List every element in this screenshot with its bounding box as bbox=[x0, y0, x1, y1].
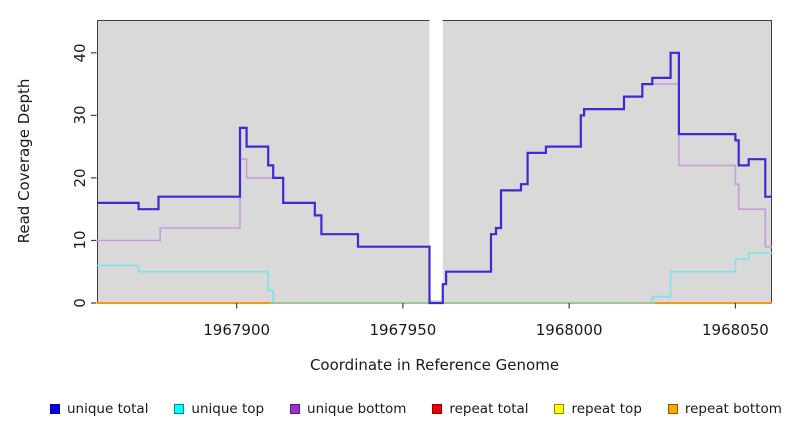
legend-label: repeat top bbox=[571, 401, 642, 417]
legend-label: unique top bbox=[191, 401, 265, 417]
series-unique-total bbox=[97, 51, 772, 305]
x-tick-label: 1967950 bbox=[369, 321, 437, 339]
y-axis-title: Read Coverage Depth bbox=[15, 78, 33, 244]
legend: unique total unique top unique bottom repea… bbox=[50, 398, 782, 420]
x-axis-title: Coordinate in Reference Genome bbox=[309, 356, 560, 374]
x-tick-label: 1968000 bbox=[535, 321, 603, 339]
x-tick-label: 1968050 bbox=[702, 321, 769, 339]
y-tick-label: 0 bbox=[71, 298, 89, 308]
legend-label: repeat bottom bbox=[684, 401, 782, 417]
legend-label: unique total bbox=[67, 401, 149, 417]
legend-swatch-icon bbox=[432, 404, 443, 414]
legend-swatch-icon bbox=[667, 404, 678, 414]
y-tick-label: 40 bbox=[71, 43, 89, 63]
legend-swatch-icon bbox=[290, 404, 301, 414]
legend-swatch-icon bbox=[50, 404, 60, 414]
legend-swatch-icon bbox=[554, 404, 565, 414]
legend-item-unique-total: unique total bbox=[50, 401, 148, 417]
y-tick-label: 10 bbox=[71, 230, 89, 250]
legend-item-repeat-total: repeat total bbox=[432, 401, 529, 417]
legend-item-repeat-top: repeat top bbox=[554, 401, 642, 417]
y-tick-label: 20 bbox=[71, 168, 89, 188]
legend-label: repeat total bbox=[449, 401, 529, 417]
legend-swatch-icon bbox=[174, 404, 185, 414]
legend-item-repeat-bottom: repeat bottom bbox=[667, 401, 782, 417]
legend-item-unique-bottom: unique bottom bbox=[290, 401, 406, 417]
y-tick-label: 30 bbox=[71, 105, 89, 125]
missing-data-gap bbox=[429, 17, 443, 300]
plot-area bbox=[91, 17, 772, 309]
x-tick-label: 1967900 bbox=[203, 321, 271, 339]
legend-item-unique-top: unique top bbox=[174, 401, 264, 417]
legend-label: unique bottom bbox=[307, 401, 407, 417]
series-unique-top bbox=[97, 252, 772, 304]
